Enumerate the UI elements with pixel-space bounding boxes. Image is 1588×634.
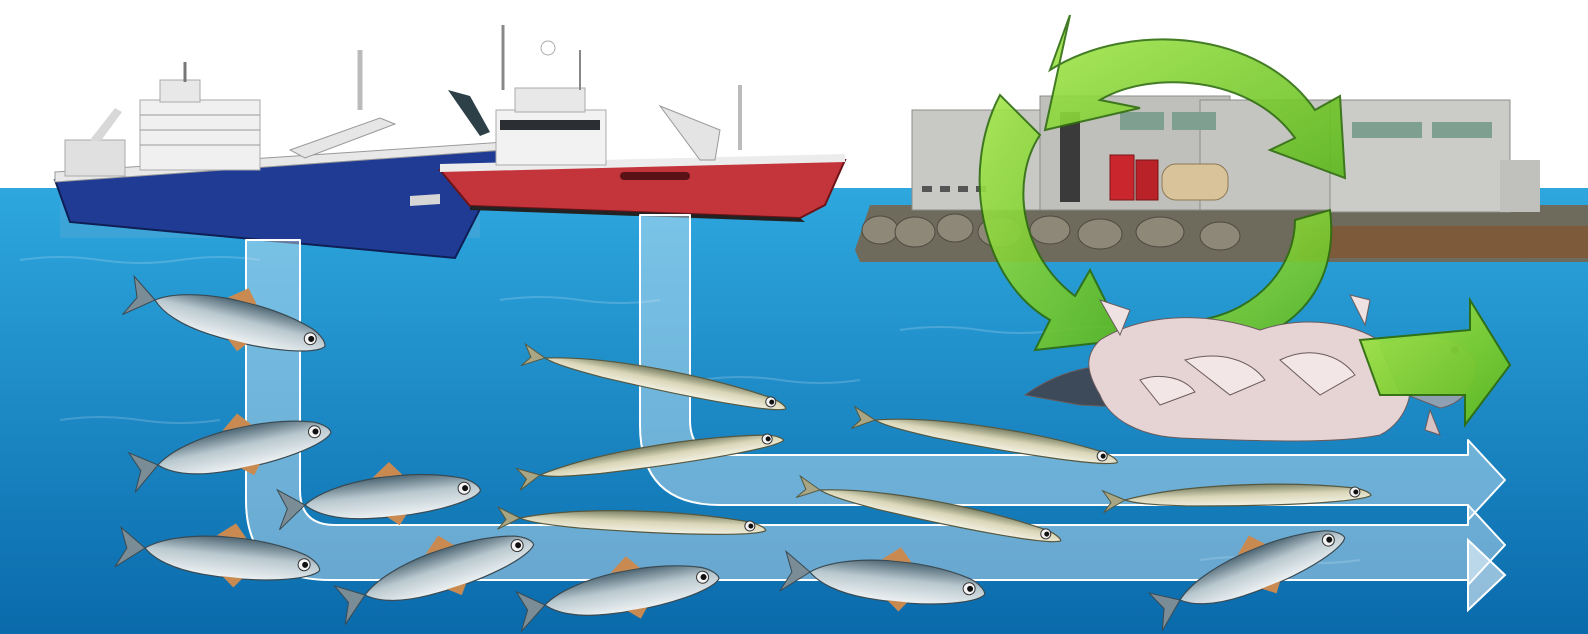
recycle-arrows-icon [978, 14, 1347, 352]
blue-trawler [53, 50, 506, 260]
processing-plant [855, 95, 1588, 262]
red-trawler [437, 25, 847, 222]
right-green-arrow [1358, 296, 1512, 428]
flow-arrow-right [1467, 537, 1507, 613]
